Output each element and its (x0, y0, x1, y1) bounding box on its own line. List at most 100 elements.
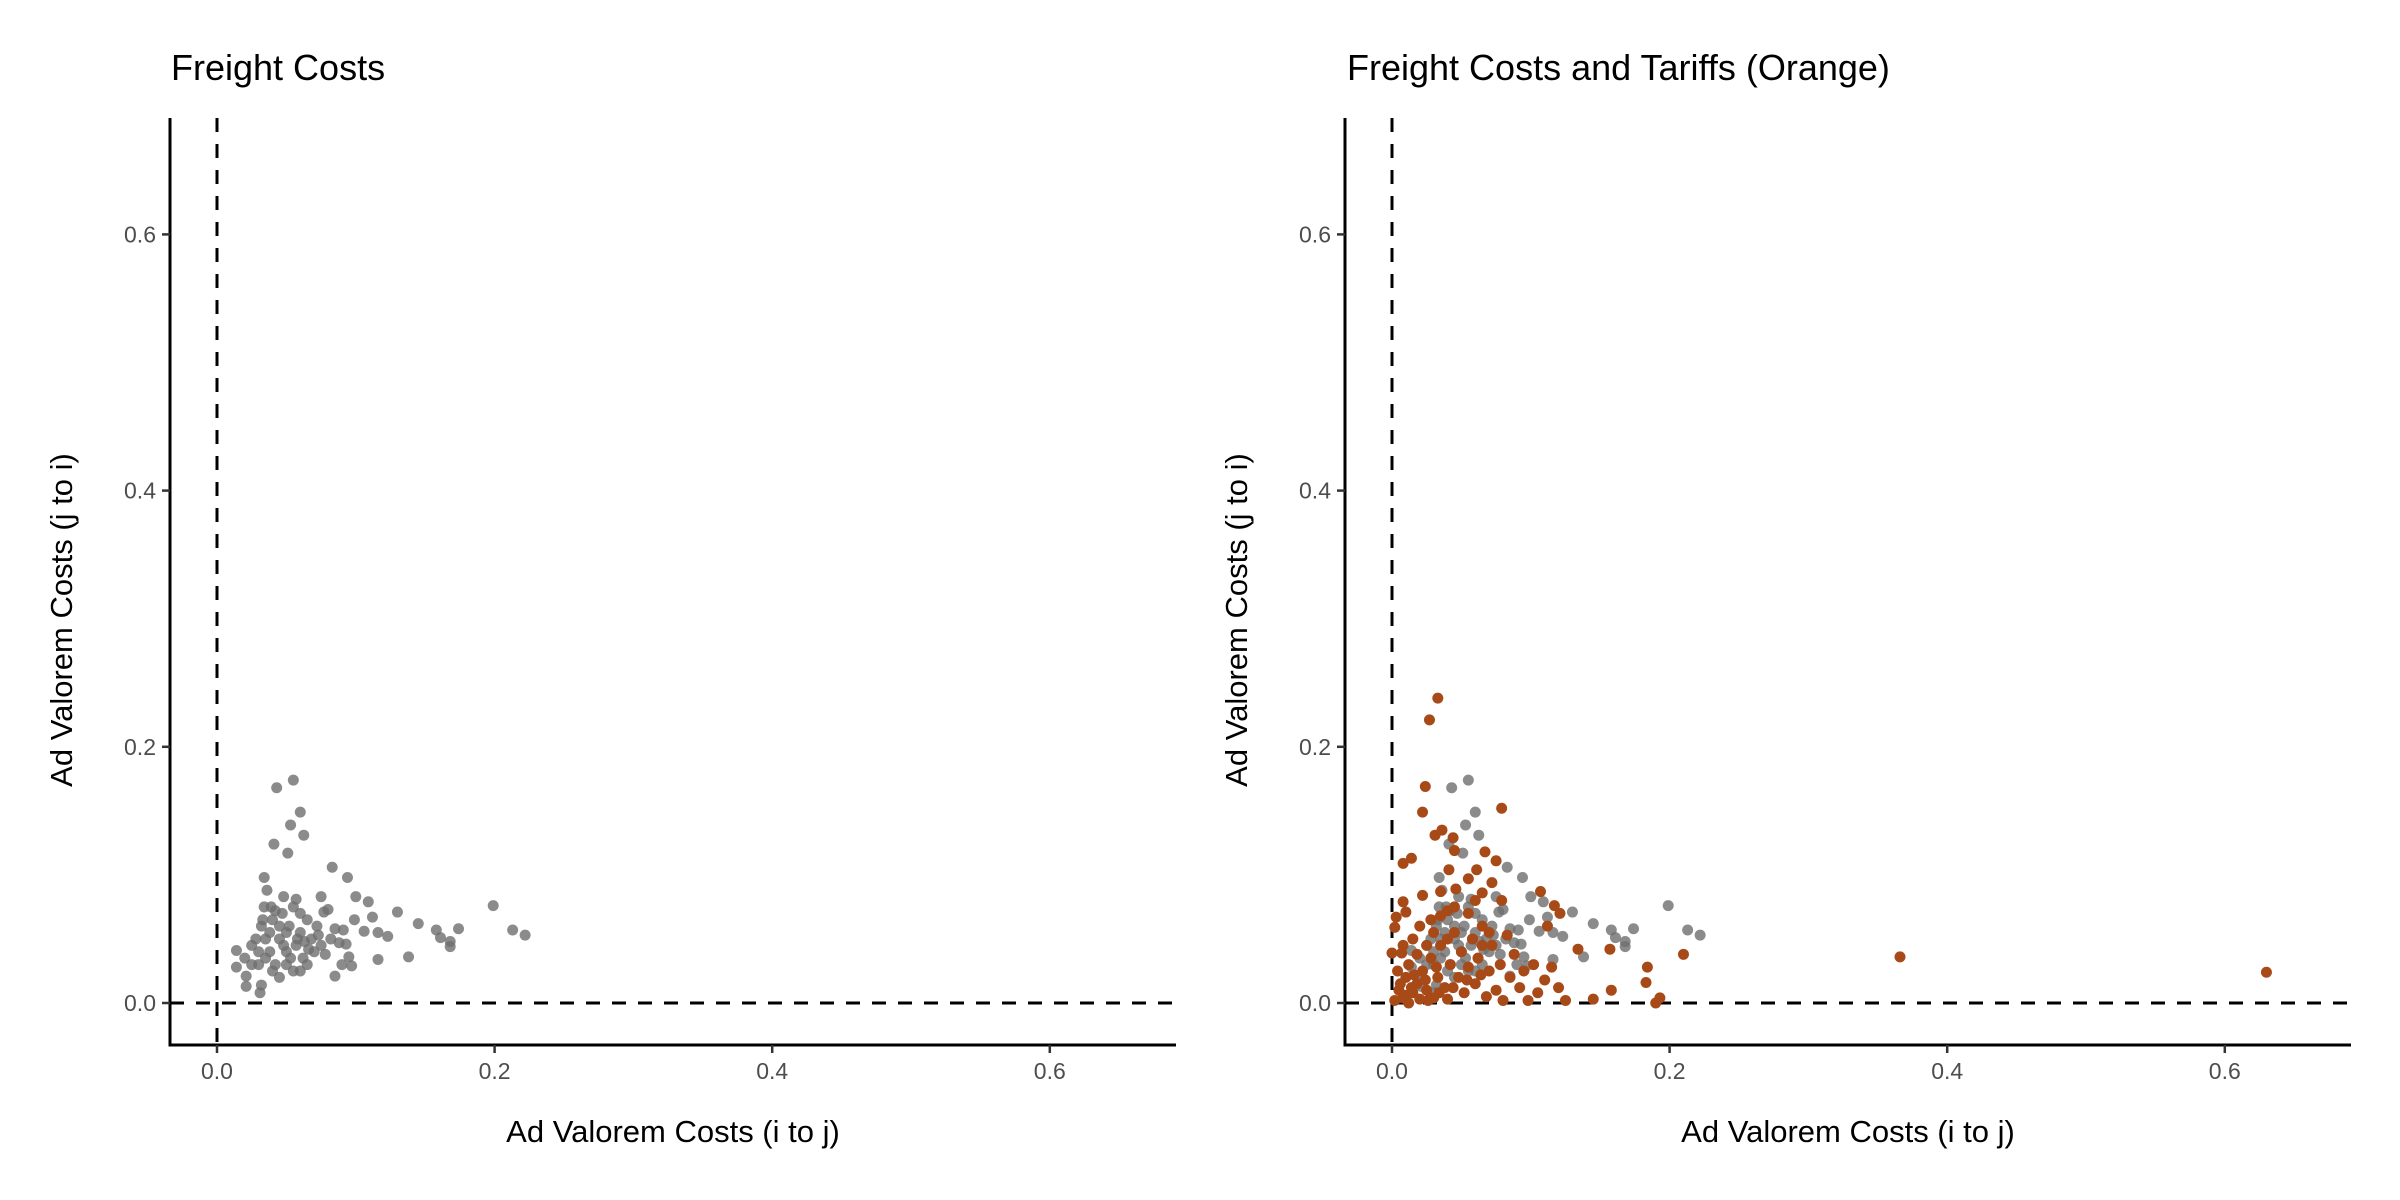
data-point-tariff (1450, 883, 1462, 895)
data-point-freight (346, 960, 358, 972)
data-point-freight (1525, 891, 1537, 903)
data-point-tariff (1476, 887, 1488, 899)
data-point-tariff (1650, 997, 1662, 1009)
data-point-tariff (1476, 939, 1488, 951)
data-point-tariff (1411, 948, 1423, 960)
data-point-freight (1566, 906, 1578, 918)
y-tick-label: 0.0 (124, 990, 156, 1016)
data-point-tariff (1486, 939, 1498, 951)
data-point-tariff (1442, 993, 1454, 1005)
data-point-tariff (1435, 939, 1447, 951)
data-point-freight (311, 920, 323, 932)
data-point-freight (322, 903, 334, 915)
data-point-tariff (1605, 984, 1617, 996)
data-point-tariff (1501, 929, 1513, 941)
data-point-freight (434, 932, 446, 944)
data-point-tariff (1469, 895, 1481, 907)
data-point-freight (1501, 861, 1513, 873)
data-point-tariff (1432, 971, 1444, 983)
data-point-tariff (1403, 959, 1415, 971)
data-point-tariff (1640, 977, 1652, 989)
data-point-freight (1516, 871, 1528, 883)
data-point-tariff (1397, 896, 1409, 908)
data-point-freight (301, 914, 313, 926)
svg-text:0.6: 0.6 (124, 221, 156, 247)
data-point-tariff (1490, 855, 1502, 867)
y-tick-label: 0.4 (124, 478, 156, 504)
x-tick-label: 0.0 (201, 1058, 233, 1084)
y-tick-label: 0.6 (124, 221, 156, 247)
data-point-freight (264, 946, 276, 958)
data-point-freight (240, 970, 252, 982)
data-point-tariff (1494, 959, 1506, 971)
data-point-tariff (1483, 927, 1495, 939)
data-point-tariff (1444, 959, 1456, 971)
x-tick-label: 0.0 (1376, 1058, 1408, 1084)
svg-text:0.0: 0.0 (124, 990, 156, 1016)
data-point-tariff (1428, 927, 1440, 939)
data-point-freight (301, 959, 313, 971)
data-point-tariff (1548, 900, 1560, 912)
data-point-freight (412, 918, 424, 930)
data-point-tariff (1541, 920, 1553, 932)
data-point-freight (315, 891, 327, 903)
data-point-freight (1533, 925, 1545, 937)
data-point-tariff (1486, 877, 1498, 889)
data-point-tariff (1417, 806, 1429, 818)
data-point-freight (271, 782, 283, 794)
data-point-tariff (1522, 994, 1534, 1006)
data-point-freight (250, 933, 262, 945)
data-point-freight (255, 979, 267, 991)
y-tick-label: 0.2 (124, 734, 156, 760)
data-point-freight (282, 847, 294, 859)
data-point-freight (403, 951, 415, 963)
svg-text:0.6: 0.6 (2209, 1058, 2241, 1084)
data-point-tariff (1389, 921, 1401, 933)
data-point-freight (1537, 896, 1549, 908)
data-point-tariff (1539, 974, 1551, 986)
data-point-tariff (1604, 943, 1616, 955)
panel-title: Freight Costs (171, 47, 385, 88)
svg-text:0.6: 0.6 (1034, 1058, 1066, 1084)
data-point-freight (287, 901, 299, 913)
data-point-freight (341, 871, 353, 883)
data-point-freight (507, 924, 519, 936)
data-point-freight (1694, 929, 1706, 941)
svg-text:0.4: 0.4 (124, 478, 156, 504)
data-point-tariff (1475, 969, 1487, 981)
data-point-freight (372, 953, 384, 965)
data-point-freight (253, 946, 265, 958)
x-tick-label: 0.4 (1931, 1058, 1963, 1084)
data-point-tariff (1535, 886, 1547, 898)
svg-text:0.2: 0.2 (479, 1058, 511, 1084)
data-point-freight (487, 900, 499, 912)
data-point-freight (294, 806, 306, 818)
data-point-tariff (1435, 910, 1447, 922)
data-point-freight (1518, 951, 1530, 963)
data-point-freight (267, 965, 279, 977)
data-point-freight (325, 933, 337, 945)
data-point-freight (246, 959, 258, 971)
panel-freight-costs-and-tariffs: Freight Costs and Tariffs (Orange) Ad Va… (1219, 47, 2351, 1149)
data-point-tariff (1518, 965, 1530, 977)
data-point-tariff (1528, 959, 1540, 971)
data-point-freight (350, 891, 362, 903)
data-point-tariff (1508, 948, 1520, 960)
x-tick-label: 0.2 (1654, 1058, 1686, 1084)
data-point-tariff (1453, 971, 1465, 983)
data-point-tariff (1504, 971, 1516, 983)
data-point-freight (1446, 782, 1458, 794)
data-point-freight (273, 920, 285, 932)
data-point-freight (382, 930, 394, 942)
data-point-freight (1628, 923, 1640, 935)
data-point-tariff (1433, 987, 1445, 999)
panel-title: Freight Costs and Tariffs (Orange) (1347, 47, 1890, 88)
data-point-freight (240, 980, 252, 992)
data-point-freight (1515, 938, 1527, 950)
data-point-tariff (1496, 802, 1508, 814)
data-point-tariff (1389, 994, 1401, 1006)
data-point-tariff (1572, 943, 1584, 955)
x-tick-label: 0.6 (1034, 1058, 1066, 1084)
data-point-tariff (1496, 895, 1508, 907)
